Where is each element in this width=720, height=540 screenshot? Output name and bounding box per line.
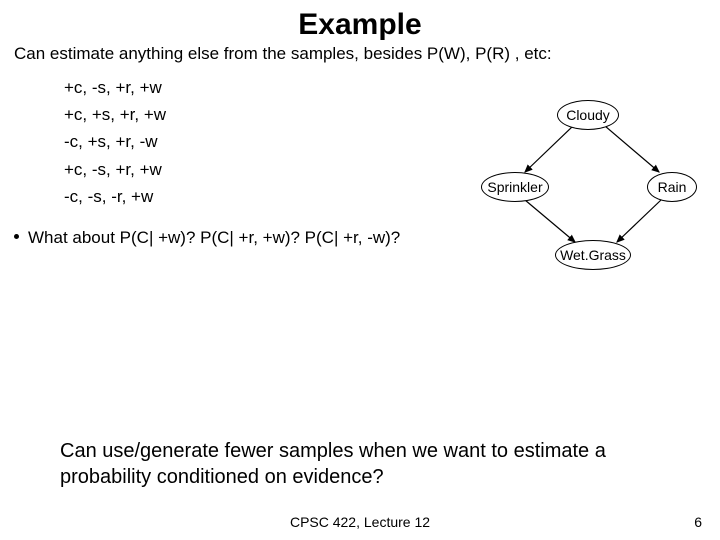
sample-row: +c, -s, +r, +w	[64, 74, 720, 101]
bottom-question: Can use/generate fewer samples when we w…	[60, 438, 620, 490]
lecture-label: CPSC 422, Lecture 12	[290, 514, 430, 530]
node-sprinkler: Sprinkler	[481, 172, 549, 202]
node-cloudy: Cloudy	[557, 100, 619, 130]
page-number: 6	[694, 514, 702, 530]
slide-title: Example	[0, 0, 720, 42]
bayes-network-graph: Cloudy Sprinkler Rain Wet.Grass	[455, 100, 715, 280]
node-rain: Rain	[647, 172, 697, 202]
bullet-text: What about P(C| +w)? P(C| +r, +w)? P(C| …	[28, 228, 400, 247]
subtitle-text: Can estimate anything else from the samp…	[0, 42, 720, 64]
node-wetgrass: Wet.Grass	[555, 240, 631, 270]
bullet-icon	[14, 234, 19, 239]
